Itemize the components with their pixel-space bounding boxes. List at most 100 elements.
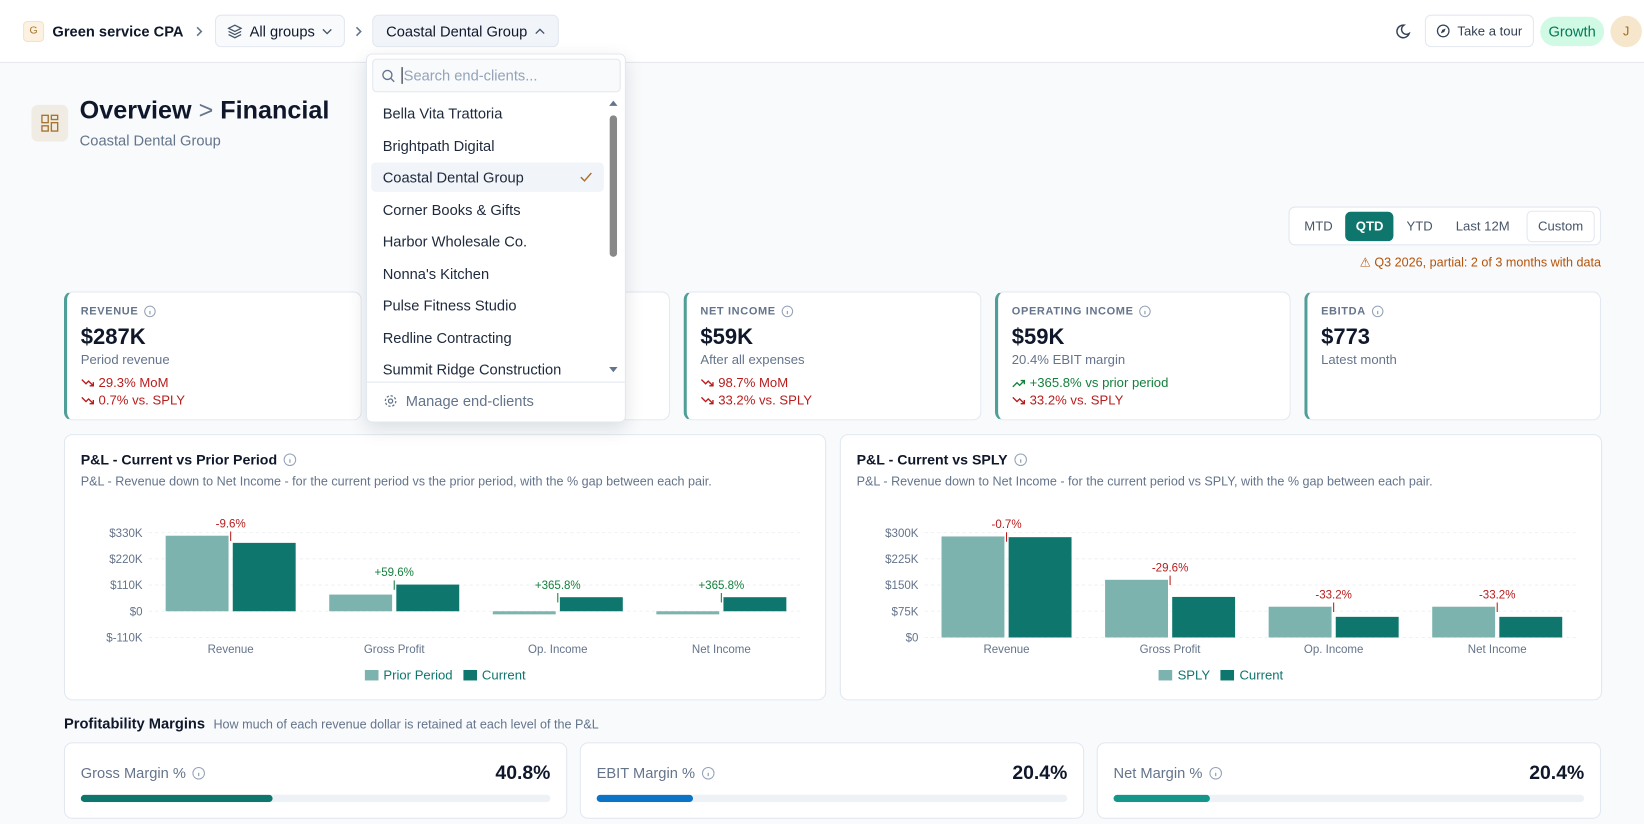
- trend-text: 33.2% vs. SPLY: [1029, 393, 1124, 408]
- bar: [1499, 616, 1563, 638]
- kpi-trend: 98.7% MoM: [700, 375, 788, 390]
- gap-label: +365.8%: [535, 580, 581, 592]
- x-tick-label: Op. Income: [528, 644, 588, 656]
- bar: [1432, 606, 1496, 638]
- info-icon: [1139, 305, 1151, 318]
- client-option[interactable]: Harbor Wholesale Co.: [382, 232, 528, 250]
- manage-clients[interactable]: Manage end-clients: [384, 392, 534, 409]
- y-tick-label: $110K: [110, 580, 143, 592]
- client-option[interactable]: Corner Books & Gifts: [382, 200, 521, 218]
- chart-card: P&L - Current vs SPLY P&L - Revenue down …: [839, 434, 1603, 701]
- client-option[interactable]: Coastal Dental Group: [371, 162, 604, 192]
- kpi-label-text: REVENUE: [80, 305, 139, 318]
- gap-label: -33.2%: [1479, 589, 1515, 601]
- kpi-label: EBITDA: [1321, 305, 1384, 318]
- kpi-label: OPERATING INCOME: [1012, 305, 1152, 318]
- breadcrumb-chevron: [196, 26, 203, 36]
- client-option[interactable]: Bella Vita Trattoria: [382, 104, 503, 122]
- period-option[interactable]: Last 12M: [1455, 218, 1510, 234]
- chart-card: P&L - Current vs Prior Period P&L - Reven…: [63, 434, 827, 701]
- trend-text: 33.2% vs. SPLY: [718, 393, 812, 408]
- info-icon: [144, 305, 156, 318]
- info-circle: [701, 766, 715, 780]
- period-option[interactable]: YTD: [1406, 218, 1433, 234]
- margins-heading: Profitability Margins How much of each r…: [64, 715, 599, 732]
- kpi-trend: +365.8% vs prior period: [1012, 375, 1168, 390]
- margin-label-text: Gross Margin %: [80, 764, 186, 782]
- margin-card: Gross Margin % 40.8%: [63, 742, 568, 819]
- chart: $-110K $0 $110K $220K $330K Revenue -9.6% Gross…: [106, 518, 804, 656]
- trend-icon: [1012, 379, 1026, 387]
- bar: [1105, 579, 1168, 638]
- chart-title-text: P&L - Current vs SPLY: [856, 451, 1008, 468]
- margin-card: Net Margin % 20.4%: [1096, 742, 1602, 819]
- search-box[interactable]: Search end-clients...: [372, 58, 621, 93]
- trend-arrow: [81, 396, 94, 404]
- bar: [1335, 616, 1399, 638]
- x-tick-label: Revenue: [983, 644, 1029, 656]
- x-tick-label: Net Income: [692, 644, 751, 656]
- period-option[interactable]: MTD: [1304, 218, 1333, 234]
- trend-icon: [81, 396, 94, 404]
- brand-name[interactable]: Green service CPA: [52, 22, 184, 40]
- chart: $0 $75K $150K $225K $300K Revenue -0.7% Gross P…: [885, 519, 1579, 656]
- info-icon: [1371, 305, 1384, 318]
- bar: [1008, 537, 1072, 638]
- tour-button[interactable]: Take a tour: [1424, 14, 1534, 48]
- trend-icon: [1012, 396, 1026, 404]
- theme-toggle[interactable]: [1391, 17, 1418, 44]
- gap-label: -9.6%: [216, 518, 246, 530]
- period-option[interactable]: Custom: [1526, 210, 1595, 242]
- client-option[interactable]: Summit Ridge Construction: [382, 360, 562, 378]
- info-icon: [1209, 766, 1222, 780]
- legend-swatch: [364, 669, 379, 681]
- client-label: Coastal Dental Group: [386, 22, 528, 40]
- avatar[interactable]: J: [1610, 15, 1642, 47]
- chart-title: P&L - Current vs SPLY: [857, 452, 1028, 468]
- gap-label: -0.7%: [991, 519, 1021, 531]
- margin-bar: [80, 794, 273, 803]
- client-option[interactable]: Redline Contracting: [382, 328, 512, 346]
- groups-label: All groups: [249, 22, 315, 40]
- info-icon: [701, 766, 715, 780]
- title-separator: >: [198, 96, 214, 125]
- x-tick-label: Revenue: [208, 644, 254, 656]
- kpi-card: EBITDA $773 Latest month: [1304, 291, 1602, 421]
- chevron-down: [322, 28, 333, 34]
- legend: Prior Period Current: [65, 668, 825, 683]
- trend-text: 98.7% MoM: [718, 375, 789, 391]
- legend-item[interactable]: Prior Period: [364, 667, 453, 683]
- margin-label: Gross Margin %: [81, 764, 206, 781]
- kpi-trend: 0.7% vs. SPLY: [81, 393, 185, 408]
- plan-badge: Growth: [1540, 16, 1605, 46]
- info-circle: [1014, 453, 1028, 467]
- gap-label: +59.6%: [375, 567, 414, 579]
- legend-label: Prior Period: [383, 667, 453, 683]
- kpi-value: $59K: [1011, 325, 1065, 350]
- client-button[interactable]: Coastal Dental Group: [372, 14, 559, 48]
- legend-item[interactable]: Current: [463, 668, 526, 683]
- legend-swatch: [1158, 669, 1173, 681]
- kpi-value: $59K: [700, 325, 754, 350]
- y-tick-label: $-110K: [106, 633, 143, 645]
- info-circle: [781, 305, 794, 318]
- kpi-label: REVENUE: [81, 305, 156, 318]
- client-option[interactable]: Pulse Fitness Studio: [382, 296, 517, 314]
- margin-label: Net Margin %: [1113, 764, 1222, 781]
- period-option[interactable]: QTD: [1345, 211, 1394, 241]
- groups-button[interactable]: All groups: [214, 14, 346, 48]
- kpi-label-text: NET INCOME: [700, 305, 776, 318]
- grid-icon: [41, 114, 59, 132]
- client-option[interactable]: Nonna's Kitchen: [382, 264, 490, 282]
- legend-item[interactable]: SPLY: [1158, 667, 1211, 683]
- trend-arrow: [700, 396, 714, 404]
- trend-arrow: [1012, 379, 1026, 387]
- legend-item[interactable]: Current: [1220, 668, 1283, 683]
- legend-label: SPLY: [1177, 667, 1211, 683]
- dropdown-divider: [366, 381, 625, 383]
- client-option[interactable]: Brightpath Digital: [382, 136, 495, 154]
- x-tick-label: Net Income: [1468, 644, 1527, 656]
- gap-label: -33.2%: [1315, 589, 1352, 601]
- trend-icon: [700, 396, 714, 404]
